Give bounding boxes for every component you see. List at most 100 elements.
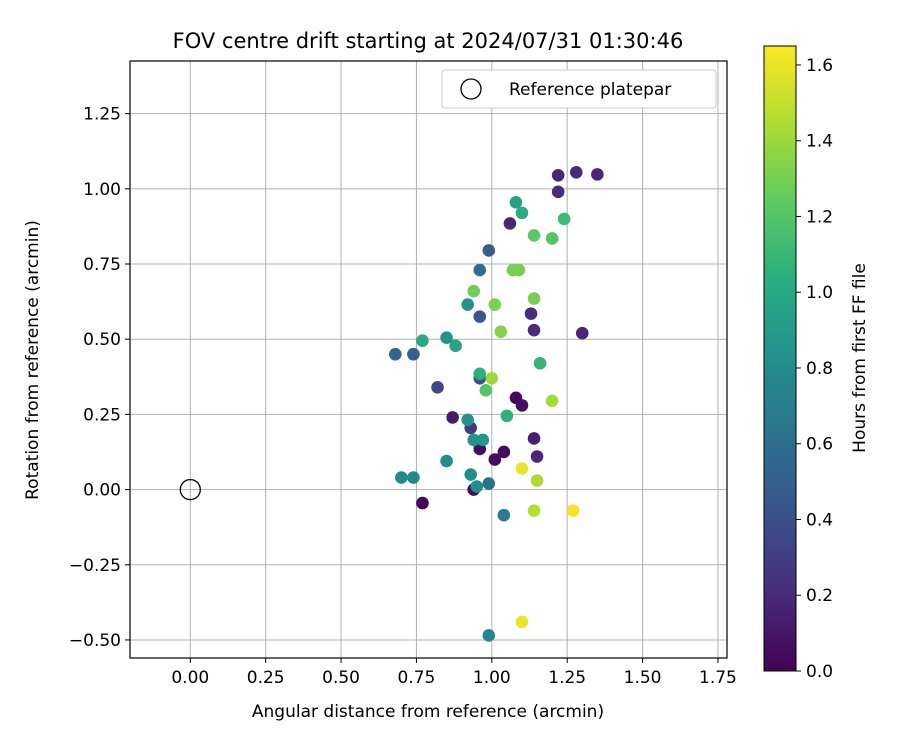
data-point xyxy=(545,232,559,245)
data-point xyxy=(389,347,402,361)
x-axis-label: Angular distance from reference (arcmin) xyxy=(252,702,604,722)
data-point xyxy=(545,394,559,408)
colorbar: 0.0 0.2 0.4 0.6 0.8 1.0 1.2 1.4 1.6 Hours from f… xyxy=(763,45,870,682)
data-point xyxy=(482,244,496,257)
data-point xyxy=(557,212,571,226)
colorbar-ticks: 0.0 0.2 0.4 0.6 0.8 1.0 1.2 1.4 1.6 xyxy=(796,56,833,682)
data-point xyxy=(485,371,499,385)
data-point xyxy=(527,432,541,445)
data-point xyxy=(407,471,420,484)
colorbar-tick-label: 1.0 xyxy=(806,283,833,303)
data-point xyxy=(482,629,496,642)
data-point xyxy=(569,165,583,179)
colorbar-tick-label: 0.6 xyxy=(806,435,833,455)
data-point xyxy=(473,367,487,381)
x-tick-label: 0.75 xyxy=(398,668,436,688)
y-axis-label: Rotation from reference (arcmin) xyxy=(23,220,43,500)
y-tick-label: 0.50 xyxy=(83,330,121,350)
y-tick-label: −0.25 xyxy=(69,556,121,576)
data-point xyxy=(461,298,474,311)
x-tick-label: 0.00 xyxy=(171,668,209,688)
x-tick-label: 0.25 xyxy=(247,668,285,688)
y-tick-label: 0.00 xyxy=(83,481,121,501)
reference-platepar-marker xyxy=(179,478,201,501)
y-axis-ticks: −0.50 −0.25 0.00 0.25 0.50 0.75 1.00 1.25 xyxy=(69,105,130,651)
colorbar-gradient xyxy=(763,45,797,672)
x-tick-label: 1.00 xyxy=(473,668,511,688)
data-point xyxy=(440,454,453,468)
data-point xyxy=(515,462,529,475)
y-tick-label: 1.00 xyxy=(83,180,121,200)
data-point xyxy=(488,453,502,466)
grid-lines xyxy=(130,61,727,658)
y-tick-label: −0.50 xyxy=(69,631,121,651)
data-point xyxy=(449,339,462,353)
colorbar-label: Hours from first FF file xyxy=(850,263,870,453)
data-point xyxy=(473,263,487,277)
data-point xyxy=(497,508,511,522)
data-point xyxy=(467,284,481,298)
data-point xyxy=(476,433,490,447)
data-point xyxy=(515,615,529,629)
colorbar-tick-label: 0.2 xyxy=(806,586,833,606)
data-point xyxy=(416,334,429,348)
data-point xyxy=(591,168,604,181)
colorbar-tick-label: 1.4 xyxy=(806,132,833,152)
data-point xyxy=(533,356,547,370)
data-point xyxy=(512,263,526,277)
data-point xyxy=(527,323,541,337)
data-point xyxy=(575,326,589,340)
legend-box xyxy=(441,69,717,109)
data-point xyxy=(497,445,511,459)
data-point xyxy=(488,298,502,311)
data-point xyxy=(479,384,493,397)
data-point xyxy=(473,310,487,323)
x-axis-ticks: 0.00 0.25 0.50 0.75 1.00 1.25 1.50 1.75 xyxy=(171,658,737,688)
data-point xyxy=(407,347,420,361)
colorbar-tick-label: 0.0 xyxy=(806,662,833,682)
data-point xyxy=(416,496,429,510)
data-point xyxy=(395,471,408,484)
x-tick-label: 1.25 xyxy=(548,668,586,688)
colorbar-tick-label: 1.6 xyxy=(806,56,833,76)
colorbar-tick-label: 0.4 xyxy=(806,510,833,530)
legend-marker-open-circle xyxy=(460,78,482,100)
data-point xyxy=(464,468,478,481)
data-point xyxy=(551,168,565,182)
data-point xyxy=(530,474,544,487)
y-tick-label: 1.25 xyxy=(83,105,121,125)
data-point xyxy=(440,331,453,344)
data-point xyxy=(446,411,459,424)
x-tick-label: 1.50 xyxy=(624,668,662,688)
data-point xyxy=(527,504,541,517)
data-point xyxy=(551,185,565,199)
plot-area-frame xyxy=(129,60,728,659)
chart-title: FOV centre drift starting at 2024/07/31 … xyxy=(173,29,684,53)
data-point xyxy=(566,504,580,517)
data-point xyxy=(527,292,541,305)
data-point xyxy=(500,409,514,423)
data-point xyxy=(494,325,508,338)
data-point xyxy=(431,381,444,394)
colorbar-tick-label: 1.2 xyxy=(806,207,833,227)
legend-label: Reference platepar xyxy=(509,80,671,100)
data-point xyxy=(527,229,541,242)
data-point xyxy=(530,450,544,463)
colorbar-tick-label: 0.8 xyxy=(806,359,833,379)
data-point xyxy=(503,217,517,230)
data-point xyxy=(524,307,538,320)
data-point xyxy=(482,477,496,490)
y-tick-label: 0.25 xyxy=(83,405,121,425)
legend: Reference platepar xyxy=(441,69,717,109)
x-tick-label: 0.50 xyxy=(322,668,360,688)
y-tick-label: 0.75 xyxy=(83,255,121,275)
data-point xyxy=(515,399,529,412)
data-point xyxy=(515,206,529,220)
x-tick-label: 1.75 xyxy=(699,668,737,688)
data-point xyxy=(467,433,481,447)
data-point xyxy=(461,413,474,427)
data-point xyxy=(509,196,523,209)
data-points xyxy=(179,165,604,642)
data-point xyxy=(470,480,484,493)
